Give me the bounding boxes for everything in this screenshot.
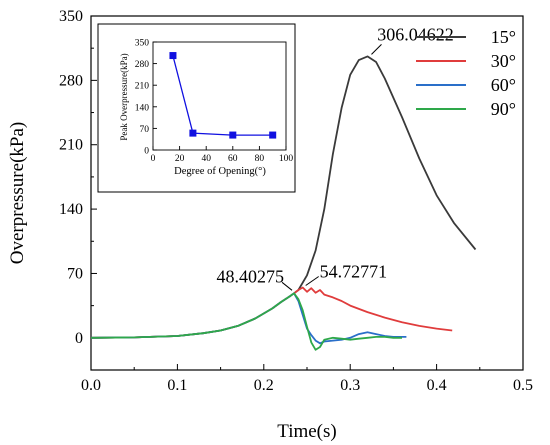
inset-plot-frame <box>152 41 287 151</box>
inset-data-point <box>169 52 177 60</box>
inset-axis-ticks: 0 20 40 60 80 100 0 70 140 210 280 350 <box>135 39 294 165</box>
inset-x-tick-label: 80 <box>255 154 265 164</box>
inset-data-point <box>269 131 277 139</box>
legend-label: 15° <box>491 27 516 47</box>
annotation-label: 306.04622 <box>377 24 454 44</box>
legend-label: 60° <box>491 75 516 95</box>
x-axis-label: Time(s) <box>277 421 336 442</box>
inset-x-tick-label: 20 <box>175 154 185 164</box>
inset-y-axis-label: Peak Overpressure(kPa) <box>119 53 129 140</box>
y-tick-label: 140 <box>59 201 83 218</box>
inset-x-tick-label: 100 <box>279 154 294 164</box>
inset-y-tick-label: 280 <box>135 60 150 70</box>
inset-x-tick-label: 0 <box>151 154 156 164</box>
annotation-leader <box>281 281 293 291</box>
annotation-leader <box>371 44 382 55</box>
x-tick-label: 0.3 <box>340 377 360 394</box>
y-tick-label: 0 <box>75 330 83 347</box>
inset-y-tick-label: 140 <box>135 103 150 113</box>
inset-x-tick-label: 40 <box>201 154 211 164</box>
series-line <box>90 286 453 339</box>
inset-y-tick-label: 70 <box>140 125 150 135</box>
inset-y-tick-label: 350 <box>135 39 150 49</box>
y-tick-label: 280 <box>59 72 83 89</box>
y-axis-label: Overpressure(kPa) <box>7 122 28 264</box>
series-line <box>90 292 402 351</box>
inset-x-axis-label: Degree of Opening(°) <box>174 166 266 177</box>
legend-label: 90° <box>491 99 516 119</box>
inset-series-line <box>172 55 273 136</box>
annotation-label: 48.40275 <box>217 266 285 286</box>
series-line <box>90 292 407 345</box>
inset-y-tick-label: 0 <box>144 147 149 157</box>
inset-data-point <box>189 129 197 137</box>
x-tick-label: 0.4 <box>427 377 447 394</box>
main-series-group <box>90 55 477 351</box>
y-tick-label: 70 <box>67 265 83 282</box>
legend-label: 30° <box>491 51 516 71</box>
y-tick-label: 210 <box>59 137 83 154</box>
legend: 15° 30° 60° 90° <box>416 27 516 119</box>
inset-data-point <box>229 131 237 139</box>
x-tick-label: 0.2 <box>254 377 274 394</box>
inset-box <box>97 23 296 193</box>
annotation-label: 54.72771 <box>320 261 388 281</box>
inset-y-tick-label: 210 <box>135 82 150 92</box>
x-tick-label: 0.1 <box>167 377 187 394</box>
inset-series-group <box>169 52 277 139</box>
x-tick-label: 0.5 <box>513 377 533 394</box>
main-annotations: 306.04622 54.72771 48.40275 <box>217 24 454 291</box>
y-tick-label: 350 <box>59 8 83 25</box>
annotation-leader <box>305 276 319 286</box>
inset-x-tick-label: 60 <box>228 154 238 164</box>
x-tick-label: 0.0 <box>81 377 101 394</box>
